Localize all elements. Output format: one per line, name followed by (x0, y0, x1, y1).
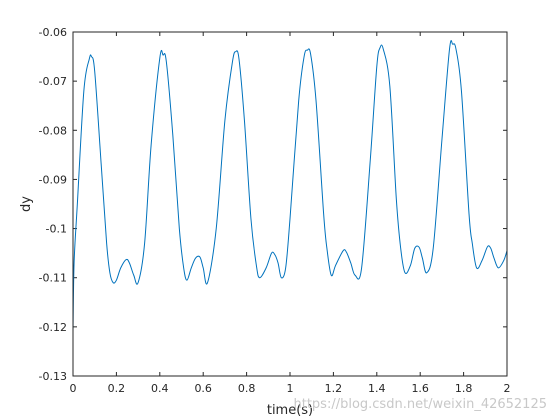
y-tick-label: -0.09 (39, 173, 67, 186)
y-tick-label: -0.06 (39, 26, 67, 39)
x-tick-label: 1 (287, 382, 294, 395)
x-tick-label: 0.4 (151, 382, 169, 395)
plot-area (73, 32, 507, 376)
y-tick-label: -0.11 (39, 272, 67, 285)
x-tick-label: 1.4 (368, 382, 386, 395)
y-tick-label: -0.07 (39, 75, 67, 88)
x-tick-label: 0.8 (238, 382, 256, 395)
series-line (72, 40, 508, 332)
x-tick-label: 2 (504, 382, 511, 395)
x-axis-label: time(s) (267, 403, 313, 418)
x-tick-label: 0.6 (194, 382, 212, 395)
x-tick-label: 1.2 (325, 382, 343, 395)
y-tick-label: -0.13 (39, 370, 67, 383)
x-tick-label: 1.8 (455, 382, 473, 395)
y-tick-label: -0.12 (39, 321, 67, 334)
y-tick-label: -0.08 (39, 124, 67, 137)
y-tick-label: -0.1 (46, 223, 67, 236)
y-axis-label: dy (19, 196, 34, 212)
x-tick-label: 0.2 (108, 382, 126, 395)
watermark: https://blog.csdn.net/weixin_42652125 (293, 397, 547, 412)
x-tick-label: 1.6 (411, 382, 429, 395)
tick-labels: 0 0.2 0.4 0.6 0.8 1 1.2 1.4 1.6 1.8 2 -0.13 -0.12 -0.… (39, 26, 511, 395)
plot-box (72, 31, 508, 377)
x-tick-label: 0 (70, 382, 77, 395)
